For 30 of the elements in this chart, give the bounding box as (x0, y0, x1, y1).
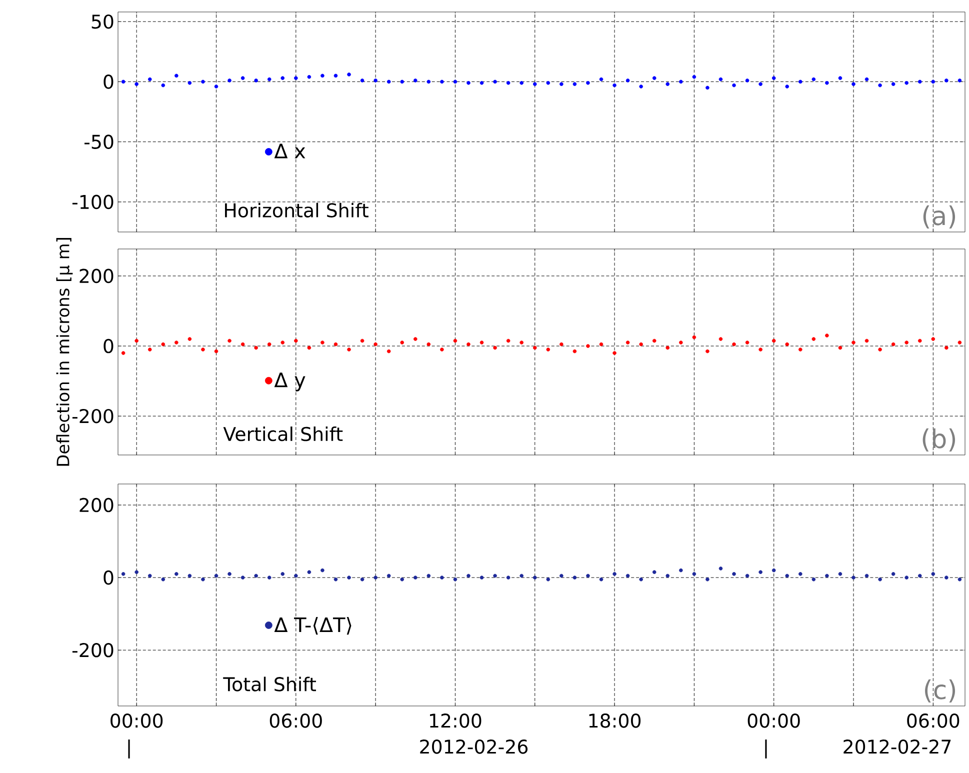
legend-label: Δ x (274, 144, 306, 158)
text: | (765, 740, 767, 758)
annotation: Vertical Shift (223, 426, 343, 442)
x-tick-label: 12:00 (430, 714, 482, 728)
x-tick-label: 06:00 (270, 714, 322, 728)
y-tick-label: 0 (104, 74, 114, 89)
annotation: (c) (925, 679, 956, 702)
text: | (128, 740, 130, 758)
text: 2012-02-27 (844, 740, 951, 754)
annotation: (b) (922, 428, 956, 452)
text: 2012-02-26 (420, 740, 528, 754)
x-tick-label: 00:00 (748, 714, 800, 728)
y-tick-label: -50 (84, 134, 114, 149)
y-tick-label: 0 (104, 338, 114, 354)
x-tick-label: 00:00 (110, 714, 163, 728)
y-tick-label: 0 (104, 570, 114, 585)
annotation: Horizontal Shift (225, 202, 368, 218)
y-tick-label: -100 (72, 194, 114, 210)
legend-label: Δ T-⟨ΔT⟩ (274, 616, 352, 635)
x-tick-label: 18:00 (589, 714, 641, 728)
legend-label: Δ y (274, 372, 306, 392)
annotation: Total Shift (223, 676, 316, 692)
annotation: (a) (923, 205, 956, 228)
x-tick-label: 06:00 (907, 714, 960, 728)
y-tick-label: 200 (80, 498, 114, 512)
y-axis-title: Deflection in microns [μ m] (56, 238, 73, 466)
y-tick-label: 200 (80, 268, 114, 284)
y-tick-label: 50 (92, 14, 114, 29)
y-tick-label: -200 (72, 642, 114, 658)
y-tick-label: -200 (72, 408, 114, 424)
